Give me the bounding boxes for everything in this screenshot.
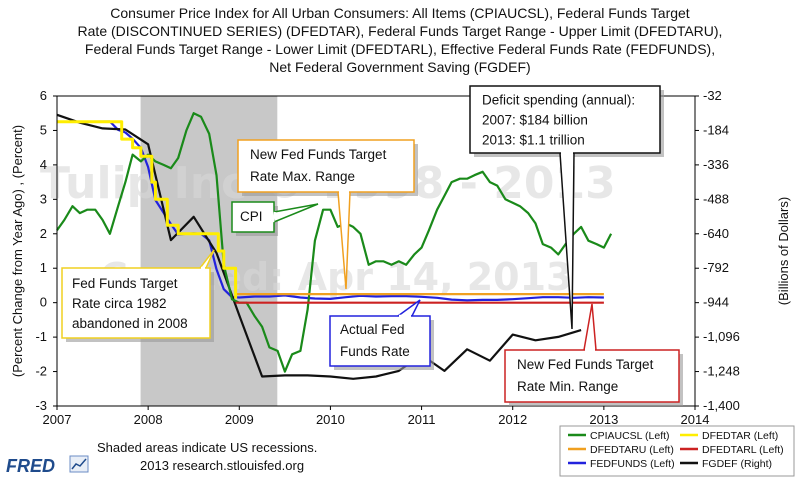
annotation-pointer-join [271, 211, 277, 223]
title-line: Consumer Price Index for All Urban Consu… [110, 5, 690, 21]
fred-logo-icon [69, 455, 89, 473]
y-left-tick-label: -1 [35, 329, 47, 344]
y-right-tick-label: -32 [703, 88, 722, 103]
legend-box [559, 425, 795, 477]
y-left-tick-label: 2 [40, 226, 47, 241]
y-right-axis-label: (Billions of Dollars) [776, 197, 791, 305]
annotation-min-range: New Fed Funds Target Rate Min. Range [504, 303, 683, 406]
fred-logo: FRED [6, 456, 55, 476]
annotation-text: Deficit spending (annual): [482, 93, 635, 108]
axes: 2007 2008 2009 2010 2011 2012 2013 2014 6 5 4 3 2 1 0 -… [10, 88, 791, 427]
y-left-tick-label: 0 [40, 295, 47, 310]
annotation-box [231, 201, 275, 233]
legend: CPIAUCSL (Left) DFEDTAR (Left) DFEDTARU (L… [559, 425, 795, 477]
annotation-box [469, 85, 661, 154]
y-right-tick-label: -184 [703, 122, 729, 137]
series-line [56, 113, 582, 380]
legend-label: CPIAUCSL (Left) [590, 430, 670, 442]
y-left-tick-label: 3 [40, 191, 47, 206]
x-tick-label: 2014 [681, 412, 710, 427]
annotation-text: Rate circa 1982 [72, 296, 167, 311]
recession-note: Shaded areas indicate US recessions. [97, 440, 317, 455]
legend-label: FGDEF (Right) [702, 458, 772, 470]
annotation-text: Fed Funds Target [72, 276, 178, 291]
y-right-tick-label: -336 [703, 157, 729, 172]
y-right-tick-label: -1,248 [703, 364, 740, 379]
x-tick-label: 2011 [408, 412, 436, 427]
annotation-text: Actual Fed [340, 322, 405, 337]
x-tick-label: 2010 [316, 412, 345, 427]
annotation-fed-target-1982: Fed Funds Target Rate circa 1982 abandoned… [61, 249, 215, 342]
annotation-actual-fed: Actual Fed Funds Rate [329, 299, 434, 370]
annotation-text: Rate Min. Range [517, 379, 618, 394]
x-tick-label: 2009 [225, 412, 254, 427]
y-left-tick-label: 1 [40, 260, 47, 275]
title-line: Net Federal Government Saving (FGDEF) [269, 59, 530, 75]
legend-label: DFEDTAR (Left) [702, 430, 778, 442]
chart-title: Consumer Price Index for All Urban Consu… [78, 5, 723, 75]
legend-label: FEDFUNDS (Left) [590, 458, 675, 470]
footer: FRED Shaded areas indicate US recessions… [6, 440, 317, 476]
annotation-text: New Fed Funds Target [517, 357, 654, 372]
y-right-tick-label: -944 [703, 295, 729, 310]
annotation-text: abandoned in 2008 [72, 316, 188, 331]
annotation-cpi: CPI [231, 201, 319, 236]
y-right-tick-label: -640 [703, 226, 729, 241]
y-left-axis-label: (Percent Change from Year Ago) , (Percen… [10, 125, 25, 377]
y-right-tick-label: -792 [703, 260, 729, 275]
annotation-text: Rate Max. Range [250, 169, 355, 184]
annotation-deficit: Deficit spending (annual): 2007: $184 bil… [469, 85, 664, 330]
series-lines [56, 112, 613, 380]
y-right-tick-label: -488 [703, 191, 729, 206]
y-left-tick-label: 5 [40, 122, 47, 137]
annotation-box [237, 139, 415, 193]
annotation-text: CPI [240, 209, 263, 224]
title-line: Rate (DISCONTINUED SERIES) (DFEDTAR), Fe… [78, 23, 723, 39]
y-left-tick-label: -2 [35, 364, 47, 379]
x-tick-label: 2012 [498, 412, 527, 427]
annotation-text: Funds Rate [340, 344, 410, 359]
source-note: 2013 research.stlouisfed.org [140, 458, 304, 473]
series-line [57, 120, 238, 299]
annotation-box [504, 349, 680, 403]
y-right-tick-label: -1,400 [703, 398, 740, 413]
y-right-tick-label: -1,096 [703, 329, 740, 344]
legend-label: DFEDTARL (Left) [702, 444, 784, 456]
legend-label: DFEDTARU (Left) [590, 444, 674, 456]
y-left-tick-label: 4 [40, 157, 47, 172]
annotation-text: New Fed Funds Target [250, 147, 387, 162]
x-tick-label: 2008 [134, 412, 163, 427]
annotation-box [61, 267, 211, 339]
y-left-tick-label: 6 [40, 88, 47, 103]
x-tick-label: 2007 [43, 412, 72, 427]
annotation-max-range: New Fed Funds Target Rate Max. Range [237, 139, 418, 290]
y-left-tick-label: -3 [35, 398, 47, 413]
annotation-text: 2013: $1.1 trillion [482, 133, 585, 148]
x-tick-label: 2013 [589, 412, 618, 427]
plot-frame [56, 95, 696, 407]
annotations: Fed Funds Target Rate circa 1982 abandoned… [61, 85, 683, 406]
annotation-box [329, 315, 431, 367]
annotation-text: 2007: $184 billion [482, 113, 588, 128]
title-line: Federal Funds Target Range - Lower Limit… [85, 41, 715, 57]
